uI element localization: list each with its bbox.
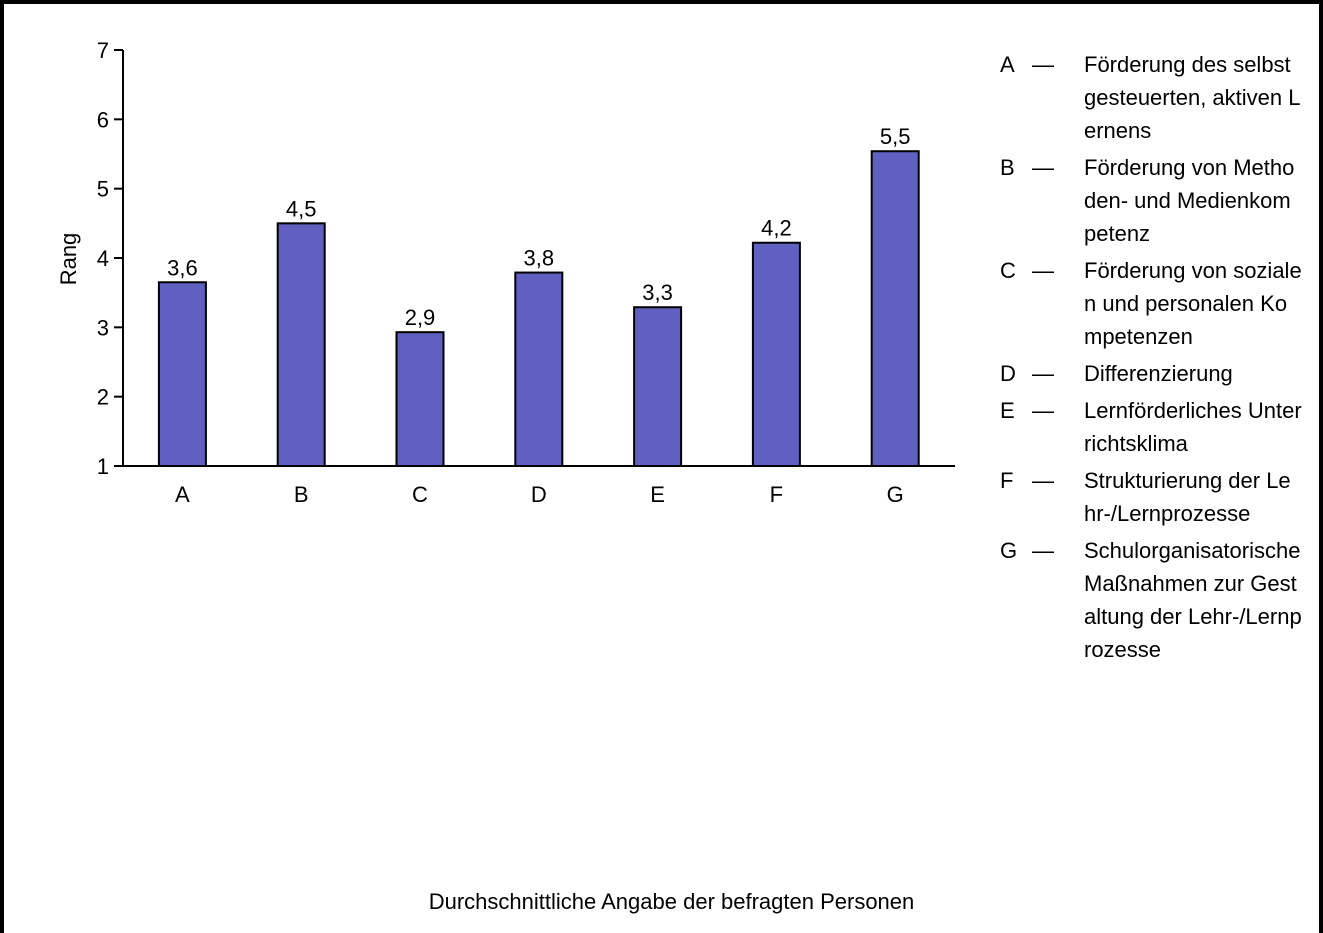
x-tick-label: E — [650, 482, 665, 507]
y-tick-label: 7 — [97, 38, 109, 63]
bar — [157, 281, 207, 467]
data-label: 3,6 — [167, 255, 198, 280]
legend-text: Differenzierung — [1084, 361, 1233, 386]
bar — [870, 150, 920, 468]
legend-dash: — — [1032, 361, 1054, 386]
x-tick-label: A — [175, 482, 190, 507]
legend-key: F — [1000, 468, 1014, 493]
bar — [633, 306, 683, 467]
legend-item-e: E — Lernförderliches Unterrichtsklima — [1000, 394, 1320, 460]
data-label: 5,5 — [880, 124, 911, 149]
legend-key: G — [1000, 538, 1018, 563]
x-tick-label: D — [531, 482, 547, 507]
axes: 1 2 3 4 5 6 7 A B C D E F G — [97, 38, 955, 507]
legend-item-f: F — Strukturierung der Lehr-/Lernprozess… — [1000, 464, 1320, 530]
legend: A — Förderung des selbstgesteuerten, akt… — [1000, 48, 1320, 670]
legend-text: Lernförderliches Unterrichtsklima — [1084, 398, 1302, 456]
legend-text: Strukturierung der Lehr-/Lernprozesse — [1084, 468, 1291, 526]
x-tick-label: F — [770, 482, 783, 507]
bar — [751, 241, 801, 467]
legend-dash: — — [1032, 468, 1054, 493]
legend-item-g: G — Schulorganisatorische Maßnahmen zur … — [1000, 534, 1320, 666]
legend-text: Schulorganisatorische Maßnahmen zur Gest… — [1084, 538, 1302, 662]
bars — [157, 150, 920, 468]
data-label: 4,2 — [761, 216, 792, 241]
y-tick-label: 6 — [97, 107, 109, 132]
legend-key: E — [1000, 398, 1015, 423]
legend-key: B — [1000, 155, 1015, 180]
y-tick-label: 3 — [97, 315, 109, 340]
data-label: 4,5 — [286, 196, 317, 221]
legend-item-d: D — Differenzierung — [1000, 357, 1320, 390]
legend-dash: — — [1032, 398, 1054, 423]
data-labels: 3,6 4,5 2,9 3,8 3,3 4,2 5,5 — [167, 124, 910, 330]
data-label: 3,8 — [524, 246, 555, 271]
y-axis-label: Rang — [56, 233, 81, 286]
bar — [395, 331, 445, 468]
x-tick-label: C — [412, 482, 428, 507]
y-tick-label: 1 — [97, 454, 109, 479]
y-tick-label: 4 — [97, 246, 109, 271]
legend-key: D — [1000, 361, 1016, 386]
data-label: 2,9 — [405, 305, 436, 330]
bar — [276, 222, 326, 467]
legend-text: Förderung von sozialen und personalen Ko… — [1084, 258, 1302, 349]
legend-item-b: B — Förderung von Methoden- und Medienko… — [1000, 151, 1320, 250]
legend-key: C — [1000, 258, 1016, 283]
legend-key: A — [1000, 52, 1015, 77]
legend-dash: — — [1032, 258, 1054, 283]
legend-dash: — — [1032, 155, 1054, 180]
bar — [514, 271, 564, 467]
x-axis-caption: Durchschnittliche Angabe der befragten P… — [428, 889, 915, 914]
legend-dash: — — [1032, 52, 1054, 77]
legend-text: Förderung von Methoden- und Medienkompet… — [1084, 155, 1295, 246]
data-label: 3,3 — [642, 280, 673, 305]
legend-item-c: C — Förderung von sozialen und personale… — [1000, 254, 1320, 353]
x-tick-label: G — [887, 482, 904, 507]
y-tick-label: 5 — [97, 177, 109, 202]
legend-dash: — — [1032, 538, 1054, 563]
legend-item-a: A — Förderung des selbstgesteuerten, akt… — [1000, 48, 1320, 147]
x-tick-label: B — [294, 482, 309, 507]
legend-text: Förderung des selbstgesteuerten, aktiven… — [1084, 52, 1301, 143]
y-tick-label: 2 — [97, 385, 109, 410]
